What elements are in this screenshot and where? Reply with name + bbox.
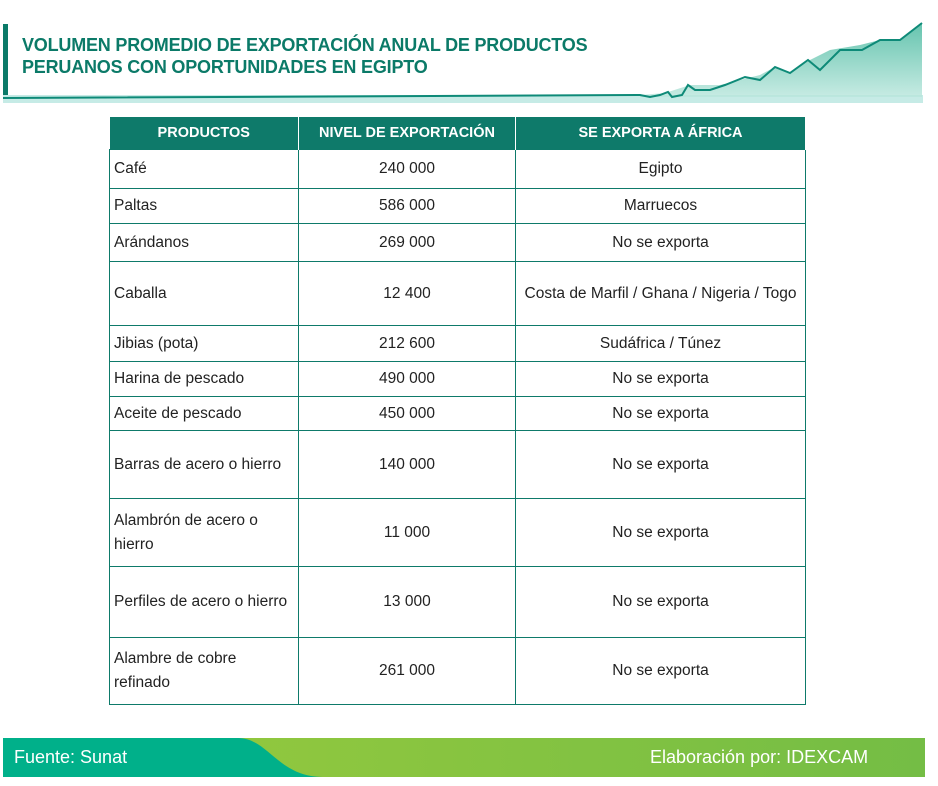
table-row: Caballa 12 400 Costa de Marfil / Ghana / N…	[109, 261, 806, 326]
africa-cell: No se exporta	[515, 361, 806, 397]
table-row: Barras de acero o hierro 140 000 No se exp…	[109, 430, 806, 499]
africa-cell: Costa de Marfil / Ghana / Nigeria / Togo	[515, 261, 806, 326]
header-nivel: NIVEL DE EXPORTACIÓN	[298, 117, 516, 150]
page-title: VOLUMEN PROMEDIO DE EXPORTACIÓN ANUAL DE…	[22, 34, 588, 78]
table-row: Harina de pescado 490 000 No se exporta	[109, 361, 806, 397]
table-row: Arándanos 269 000 No se exporta	[109, 223, 806, 262]
africa-cell: Marruecos	[515, 188, 806, 224]
africa-cell: No se exporta	[515, 498, 806, 567]
title-line-1: VOLUMEN PROMEDIO DE EXPORTACIÓN ANUAL DE…	[22, 35, 588, 55]
table-row: Jibias (pota) 212 600 Sudáfrica / Túnez	[109, 325, 806, 362]
footer-banner	[3, 738, 925, 777]
level-cell: 11 000	[298, 498, 516, 567]
product-cell: Caballa	[109, 261, 299, 326]
africa-cell: No se exporta	[515, 566, 806, 638]
table-row: Café 240 000 Egipto	[109, 149, 806, 189]
footer-source: Fuente: Sunat	[14, 747, 128, 767]
level-cell: 212 600	[298, 325, 516, 362]
level-cell: 12 400	[298, 261, 516, 326]
title-line-2: PERUANOS CON OPORTUNIDADES EN EGIPTO	[22, 57, 428, 77]
africa-cell: Egipto	[515, 149, 806, 189]
growth-line-decoration	[2, 22, 923, 103]
level-cell: 13 000	[298, 566, 516, 638]
level-cell: 490 000	[298, 361, 516, 397]
africa-cell: No se exporta	[515, 223, 806, 262]
product-cell: Paltas	[109, 188, 299, 224]
level-cell: 269 000	[298, 223, 516, 262]
table-row: Perfiles de acero o hierro 13 000 No se ex…	[109, 566, 806, 638]
africa-cell: No se exporta	[515, 430, 806, 499]
level-cell: 261 000	[298, 637, 516, 705]
level-cell: 240 000	[298, 149, 516, 189]
header-africa: SE EXPORTA A ÁFRICA	[515, 117, 806, 150]
africa-cell: No se exporta	[515, 637, 806, 705]
product-cell: Alambrón de acero o hierro	[109, 498, 299, 567]
africa-cell: No se exporta	[515, 396, 806, 431]
level-cell: 450 000	[298, 396, 516, 431]
footer-credit: Elaboración por: IDEXCAM	[650, 747, 869, 767]
product-cell: Harina de pescado	[109, 361, 299, 397]
header-productos: PRODUCTOS	[109, 117, 299, 150]
table-row: Alambre de cobre refinado 261 000 No se ex…	[109, 637, 806, 705]
product-cell: Barras de acero o hierro	[109, 430, 299, 499]
export-table: PRODUCTOS NIVEL DE EXPORTACIÓN SE EXPORT…	[109, 117, 806, 705]
product-cell: Aceite de pescado	[109, 396, 299, 431]
africa-cell: Sudáfrica / Túnez	[515, 325, 806, 362]
product-cell: Café	[109, 149, 299, 189]
title-accent-bar	[3, 24, 8, 100]
level-cell: 140 000	[298, 430, 516, 499]
level-cell: 586 000	[298, 188, 516, 224]
product-cell: Jibias (pota)	[109, 325, 299, 362]
table-row: Aceite de pescado 450 000 No se exporta	[109, 396, 806, 431]
product-cell: Perfiles de acero o hierro	[109, 566, 299, 638]
product-cell: Arándanos	[109, 223, 299, 262]
table-row: Alambrón de acero o hierro 11 000 No se ex…	[109, 498, 806, 567]
table-row: Paltas 586 000 Marruecos	[109, 188, 806, 224]
product-cell: Alambre de cobre refinado	[109, 637, 299, 705]
